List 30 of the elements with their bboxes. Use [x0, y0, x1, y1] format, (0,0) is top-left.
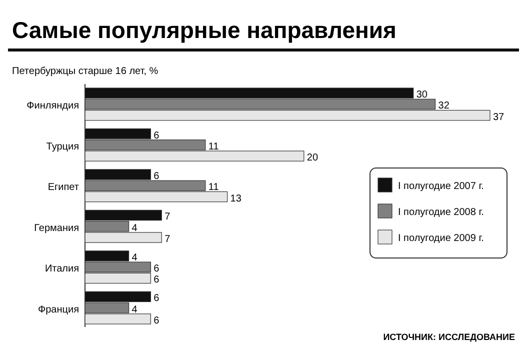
text: ИСТОЧНИК: ИССЛЕДОВАНИЕ: [383, 332, 515, 342]
data-label: 4: [132, 222, 138, 234]
data-label: 6: [154, 171, 160, 182]
data-label: 11: [208, 182, 220, 194]
chart-title: Самые популярные направления: [12, 17, 396, 43]
data-label: 30: [416, 90, 428, 101]
data-label: 6: [154, 315, 160, 326]
data-label: 6: [154, 130, 160, 142]
y-tick-label: Германия: [34, 222, 79, 234]
data-label: 4: [132, 304, 138, 316]
data-label: 7: [164, 234, 171, 245]
data-label: 20: [306, 152, 318, 164]
data-label: 37: [493, 112, 505, 123]
data-label: 13: [230, 193, 242, 204]
data-label: 32: [438, 100, 450, 112]
y-tick-label: Турция: [46, 141, 79, 152]
legend-label: I полугодие 2007 г.: [398, 181, 484, 192]
legend-label: I полугодие 2008 г.: [398, 207, 484, 218]
y-tick-label: Египет: [48, 182, 80, 194]
data-label: 11: [208, 141, 220, 152]
data-label: 6: [154, 264, 160, 275]
chart-subtitle: Петербуржцы старше 16 лет, %: [12, 66, 158, 77]
data-label: 7: [164, 212, 171, 223]
y-tick-label: Италия: [44, 264, 79, 275]
y-tick-label: Финляндия: [26, 100, 79, 112]
data-label: 6: [154, 274, 160, 286]
y-tick-label: Франция: [38, 304, 79, 316]
legend-label: I полугодие 2009 г.: [398, 233, 484, 244]
data-label: 6: [154, 293, 160, 304]
data-label: 4: [132, 252, 138, 264]
